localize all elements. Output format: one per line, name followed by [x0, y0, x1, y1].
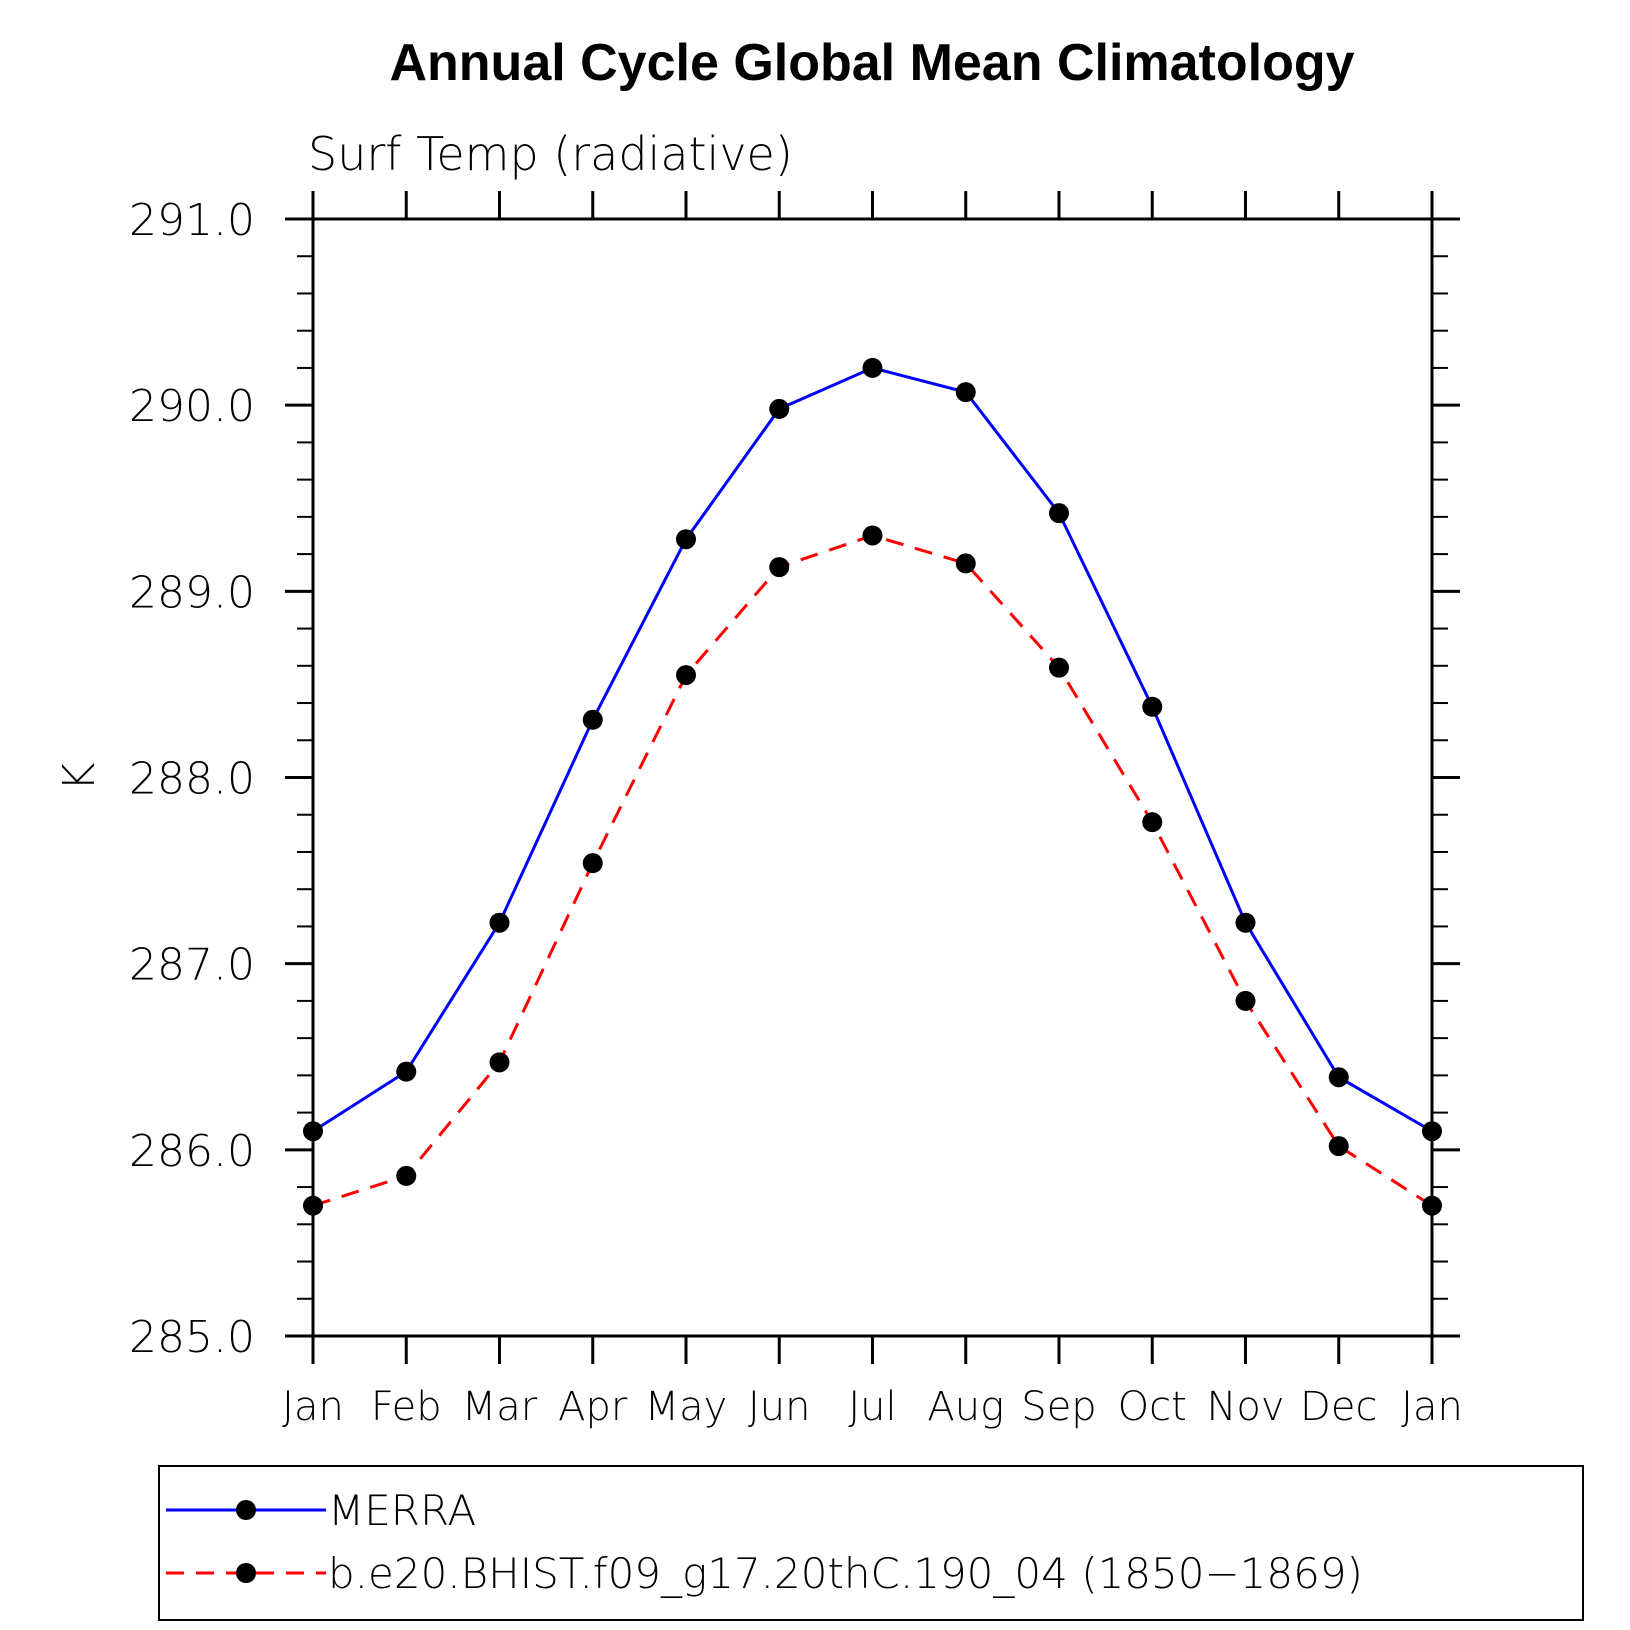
- series-line-0: [312, 366, 1433, 1133]
- data-point-series-1: [489, 1052, 510, 1073]
- data-point-series-1: [1328, 1136, 1349, 1157]
- chart-subtitle: Surf Temp (radiative): [308, 127, 793, 181]
- axes: Jan Feb Mar Apr May Jun Jul Aug Sep Oct Nov Dec Jan 2…: [129, 191, 1463, 1430]
- data-point-series-0: [303, 1121, 323, 1142]
- x-tick-label: Dec: [1300, 1384, 1377, 1430]
- data-point-series-0: [582, 709, 603, 730]
- data-point-series-0: [862, 357, 883, 378]
- data-point-series-0: [769, 398, 790, 419]
- data-point-series-0: [396, 1061, 417, 1082]
- data-point-series-1: [1142, 812, 1163, 833]
- chart-title: Annual Cycle Global Mean Climatology: [389, 34, 1354, 92]
- x-tick-label: Mar: [462, 1384, 538, 1430]
- legend-label-0: MERRA: [328, 1486, 476, 1535]
- legend: MERRA b.e20.BHIST.f09_g17.20thC.190_04 (1…: [158, 1465, 1584, 1621]
- y-tick-label: 286.0: [129, 1126, 255, 1177]
- data-point-series-1: [303, 1195, 323, 1216]
- data-point-series-0: [955, 382, 976, 403]
- x-tick-label: Aug: [927, 1384, 1004, 1430]
- legend-label-1: b.e20.BHIST.f09_g17.20thC.190_04 (1850−1…: [328, 1549, 1363, 1598]
- data-point-series-0: [489, 912, 510, 933]
- series-line-1: [312, 533, 1433, 1208]
- data-point-series-1: [1235, 990, 1256, 1011]
- x-tick-label: Jan: [1401, 1384, 1463, 1430]
- x-tick-label: Apr: [558, 1384, 628, 1430]
- x-tick-label: Jan: [282, 1384, 344, 1430]
- data-point-series-0: [1235, 912, 1256, 933]
- x-tick-label: Nov: [1206, 1384, 1284, 1430]
- data-point-series-0: [1142, 696, 1163, 717]
- data-point-series-1: [769, 557, 790, 578]
- series-layer: [303, 357, 1442, 1216]
- data-point-series-1: [1422, 1195, 1442, 1216]
- x-tick-label: Jun: [748, 1384, 811, 1430]
- x-tick-label: Oct: [1118, 1384, 1187, 1430]
- y-tick-label: 287.0: [129, 940, 255, 991]
- y-tick-label: 289.0: [129, 567, 255, 618]
- x-tick-label: Jul: [848, 1384, 896, 1430]
- plot-frame: [311, 217, 1434, 1338]
- data-point-series-1: [1049, 657, 1069, 678]
- data-point-series-0: [1422, 1121, 1442, 1142]
- x-tick-label: Feb: [371, 1384, 442, 1430]
- x-tick-label: Sep: [1021, 1384, 1096, 1430]
- data-point-series-1: [676, 665, 696, 686]
- data-point-series-0: [1049, 503, 1069, 524]
- y-tick-label: 285.0: [129, 1312, 255, 1363]
- legend-marker-1: [236, 1563, 256, 1583]
- data-point-series-0: [1328, 1067, 1349, 1088]
- data-point-series-1: [582, 853, 603, 874]
- data-point-series-0: [676, 529, 696, 550]
- y-axis-label: K: [54, 762, 105, 791]
- data-point-series-1: [862, 525, 883, 546]
- y-tick-label: 291.0: [129, 195, 255, 246]
- x-tick-label: May: [645, 1384, 728, 1430]
- legend-box: [158, 1465, 1584, 1621]
- y-tick-label: 288.0: [129, 754, 255, 805]
- legend-marker-0: [236, 1500, 256, 1520]
- data-point-series-1: [396, 1165, 417, 1186]
- y-tick-label: 290.0: [129, 381, 255, 432]
- data-point-series-1: [955, 553, 976, 574]
